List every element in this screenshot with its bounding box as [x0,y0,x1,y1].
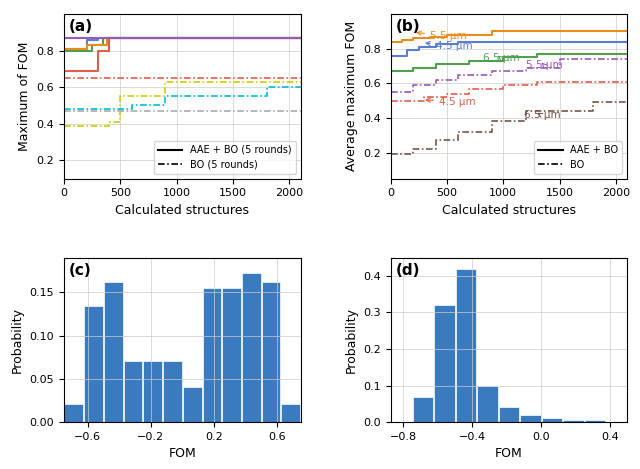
Y-axis label: Average maximum FOM: Average maximum FOM [344,21,358,171]
Bar [202,288,221,422]
Text: 5.5 μm: 5.5 μm [417,30,467,41]
Bar [456,269,476,422]
Bar [520,415,541,422]
Bar [585,420,605,422]
Bar [222,288,241,422]
X-axis label: Calculated structures: Calculated structures [115,204,250,217]
Bar [143,362,162,422]
Text: 5.5 μm: 5.5 μm [526,60,563,70]
Bar [413,396,433,422]
Bar [262,282,280,422]
Text: 6.5 μm: 6.5 μm [483,53,520,63]
Bar [242,273,260,422]
X-axis label: Calculated structures: Calculated structures [442,204,576,217]
Bar [124,362,142,422]
Bar [183,386,202,422]
X-axis label: FOM: FOM [168,447,196,461]
Bar [434,305,454,422]
Text: (b): (b) [396,19,420,34]
Text: 4.5 μm: 4.5 μm [426,41,472,51]
Legend: AAE + BO, BO: AAE + BO, BO [534,141,622,174]
Bar [477,386,497,422]
Bar [499,408,519,422]
Legend: AAE + BO (5 rounds), BO (5 rounds): AAE + BO (5 rounds), BO (5 rounds) [154,141,296,174]
Y-axis label: Probability: Probability [11,307,24,373]
Bar [65,404,83,422]
Bar [104,282,123,422]
Bar [541,418,562,422]
Y-axis label: Maximum of FOM: Maximum of FOM [18,42,31,151]
Text: 4.5 μm: 4.5 μm [426,97,476,106]
Bar [563,420,584,422]
Text: (c): (c) [68,263,92,278]
Text: (a): (a) [68,19,93,34]
Text: (d): (d) [396,263,420,278]
Y-axis label: Probability: Probability [344,307,358,373]
Bar [282,404,300,422]
Bar [84,306,103,422]
Text: 6.5 μm: 6.5 μm [524,110,560,121]
Bar [163,362,182,422]
X-axis label: FOM: FOM [495,447,523,461]
